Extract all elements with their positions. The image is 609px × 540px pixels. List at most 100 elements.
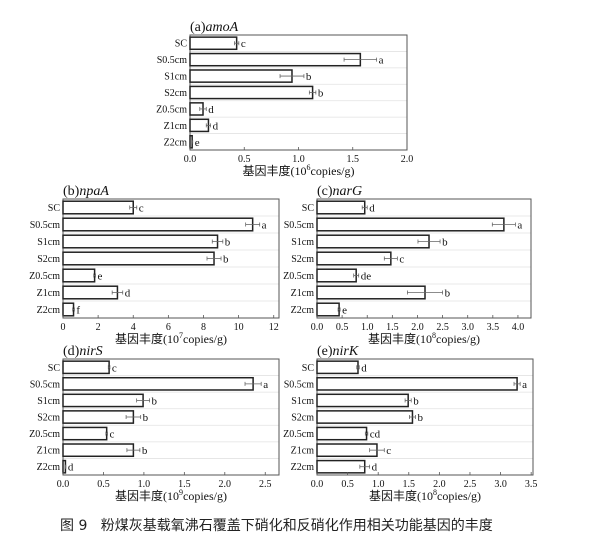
x-tick-label: 4.0 (512, 322, 525, 333)
bar (316, 302, 340, 317)
significance-letter: b (318, 88, 324, 100)
significance-letter: d (372, 462, 378, 474)
x-tick-label: 0.5 (336, 322, 349, 333)
category-label: S1cm (37, 237, 60, 248)
title-gene: narG (333, 184, 363, 199)
category-label: S0.5cm (30, 220, 61, 231)
bar (62, 443, 135, 458)
xlabel-prefix: 基因丰度(10 (368, 331, 432, 346)
panel-title: (b)npaA (63, 184, 109, 199)
category-label: Z0.5cm (156, 104, 187, 115)
x-tick-label: 3.5 (525, 479, 538, 490)
title-prefix: (a) (190, 20, 206, 35)
xlabel-exponent: 6 (307, 163, 311, 172)
x-axis-label: 基因丰度(108copies/g) (369, 488, 481, 503)
significance-letter: b (152, 395, 158, 407)
x-tick-label: 1.5 (403, 479, 416, 490)
category-label: S1cm (291, 396, 314, 407)
category-label: S0.5cm (30, 379, 61, 390)
significance-letter: d (213, 120, 219, 132)
category-label: SC (175, 39, 188, 50)
significance-letter: b (413, 395, 419, 407)
significance-letter: a (379, 55, 384, 67)
x-tick-label: 2.0 (401, 154, 414, 165)
significance-letter: b (445, 288, 451, 300)
x-tick-label: 2.0 (411, 322, 424, 333)
category-label: Z1cm (164, 121, 188, 132)
category-label: S2cm (291, 413, 314, 424)
x-axis-label: 基因丰度(109copies/g) (115, 488, 227, 503)
category-label: Z1cm (291, 288, 315, 299)
category-label: Z1cm (291, 446, 315, 457)
category-label: Z1cm (37, 288, 61, 299)
significance-letter: d (125, 288, 131, 300)
panel-title: (a)amoA (190, 20, 239, 35)
panel-title: (c)narG (317, 184, 362, 199)
significance-letter: b (306, 71, 312, 83)
x-tick-label: 1.0 (372, 479, 385, 490)
category-label: Z2cm (291, 305, 315, 316)
title-gene: nirK (333, 344, 359, 359)
x-tick-label: 3.0 (461, 322, 474, 333)
bar (62, 376, 254, 391)
category-label: Z0.5cm (29, 429, 60, 440)
significance-letter: e (195, 137, 200, 149)
title-prefix: (c) (317, 184, 333, 199)
significance-letter: c (112, 362, 117, 374)
bar (62, 426, 108, 441)
significance-letter: b (418, 412, 424, 424)
significance-letter: cd (370, 429, 381, 441)
category-label: S2cm (164, 88, 187, 99)
significance-letter: d (68, 462, 74, 474)
significance-letter: c (386, 445, 391, 457)
figure-caption: 图 9 粉煤灰基载氧沸石覆盖下硝化和反硝化作用相关功能基因的丰度 (60, 518, 493, 534)
x-tick-label: 2.5 (464, 479, 477, 490)
bar (62, 360, 110, 375)
x-tick-label: 0.0 (184, 154, 197, 165)
category-label: S1cm (37, 396, 60, 407)
x-tick-label: 1.0 (361, 322, 374, 333)
bar (62, 200, 134, 215)
bar (62, 302, 75, 317)
bar (189, 69, 293, 83)
bar (316, 426, 368, 441)
significance-letter: b (143, 412, 149, 424)
significance-letter: f (76, 305, 80, 317)
x-tick-label: 2 (96, 322, 101, 333)
bar (316, 217, 505, 232)
title-prefix: (b) (63, 184, 80, 199)
x-tick-label: 3.5 (487, 322, 500, 333)
bar (316, 393, 409, 408)
x-tick-label: 12 (269, 322, 279, 333)
x-tick-label: 0 (61, 322, 66, 333)
x-tick-label: 4 (131, 322, 136, 333)
category-label: S1cm (291, 237, 314, 248)
xlabel-exponent: 8 (432, 331, 436, 340)
category-label: SC (302, 363, 315, 374)
x-tick-label: 6 (166, 322, 171, 333)
bar (316, 200, 366, 215)
category-label: Z2cm (37, 305, 61, 316)
xlabel-exponent: 7 (179, 331, 183, 340)
bar (316, 360, 359, 375)
x-tick-label: 8 (201, 322, 206, 333)
category-label: Z2cm (291, 462, 315, 473)
bar (316, 251, 392, 266)
x-tick-label: 10 (234, 322, 244, 333)
category-label: SC (48, 203, 61, 214)
xlabel-suffix: copies/g) (183, 332, 227, 346)
x-tick-label: 2.0 (433, 479, 446, 490)
significance-letter: d (369, 203, 375, 215)
significance-letter: d (361, 362, 367, 374)
bar (189, 85, 314, 100)
bar (316, 376, 518, 391)
bar (62, 268, 96, 283)
category-label: Z0.5cm (283, 429, 314, 440)
xlabel-suffix: copies/g) (311, 164, 355, 178)
title-gene: amoA (206, 20, 239, 35)
x-tick-label: 1.5 (347, 154, 360, 165)
bar (62, 234, 219, 249)
x-tick-label: 0.5 (97, 479, 110, 490)
